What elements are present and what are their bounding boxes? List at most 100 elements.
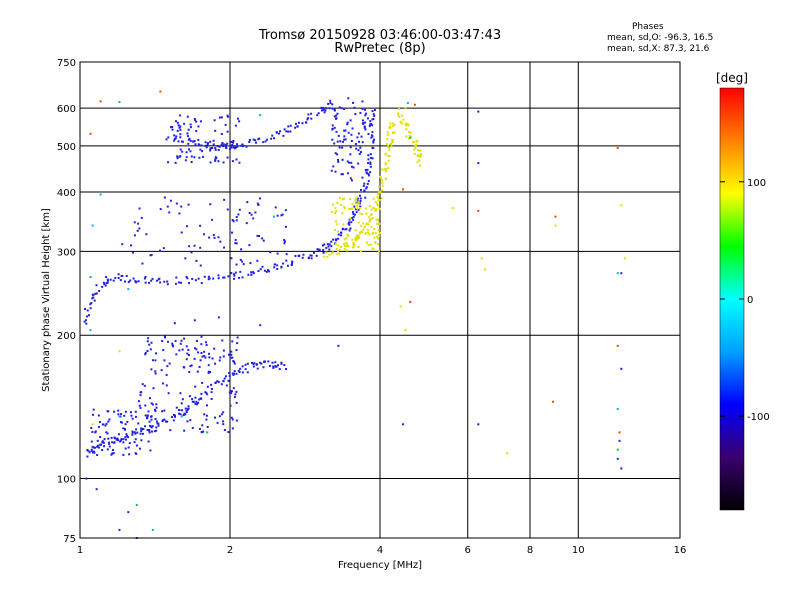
data-point xyxy=(176,121,179,124)
data-point xyxy=(162,247,165,250)
data-point xyxy=(359,111,362,114)
data-point xyxy=(153,408,156,411)
data-point xyxy=(357,149,360,152)
data-point xyxy=(84,319,87,322)
data-point xyxy=(377,196,380,199)
data-point xyxy=(351,238,354,241)
data-point xyxy=(197,277,200,280)
data-point xyxy=(224,375,227,378)
data-point xyxy=(272,215,275,218)
data-point xyxy=(220,116,223,119)
data-point xyxy=(163,335,166,338)
data-point xyxy=(194,143,197,146)
data-point xyxy=(390,145,393,148)
data-point xyxy=(240,144,243,147)
data-point xyxy=(226,114,229,117)
data-point xyxy=(181,398,184,401)
data-point xyxy=(331,138,334,141)
data-point xyxy=(359,188,362,191)
data-point xyxy=(286,264,289,267)
data-point xyxy=(310,257,313,260)
data-point xyxy=(210,387,213,390)
data-point xyxy=(203,413,206,416)
data-point xyxy=(131,430,134,433)
data-point xyxy=(404,329,407,332)
data-point xyxy=(168,362,171,365)
data-point xyxy=(95,292,98,295)
data-point xyxy=(111,441,114,444)
data-point xyxy=(420,154,423,157)
data-point xyxy=(376,203,379,206)
data-point xyxy=(214,362,217,365)
data-point xyxy=(372,232,375,235)
data-point xyxy=(377,220,380,223)
data-point xyxy=(227,431,230,434)
data-point xyxy=(214,158,217,161)
data-point xyxy=(266,138,269,141)
data-point xyxy=(200,144,203,147)
data-point xyxy=(224,145,227,148)
data-point xyxy=(101,441,104,444)
data-point xyxy=(207,371,210,374)
data-point xyxy=(245,222,248,225)
data-point xyxy=(125,274,128,277)
data-point xyxy=(182,414,185,417)
data-point xyxy=(207,352,210,355)
data-point xyxy=(91,431,94,434)
data-point xyxy=(169,126,172,129)
data-point xyxy=(89,307,92,310)
data-point xyxy=(343,129,346,132)
data-point xyxy=(369,165,372,168)
data-point xyxy=(101,285,104,288)
data-point xyxy=(131,433,134,436)
data-point xyxy=(229,144,232,147)
data-point xyxy=(217,148,220,151)
data-point xyxy=(193,118,196,121)
data-point xyxy=(326,255,329,258)
data-point xyxy=(333,108,336,111)
data-point xyxy=(203,350,206,353)
data-point xyxy=(368,216,371,219)
data-point xyxy=(230,146,233,149)
data-point xyxy=(368,125,371,128)
data-point xyxy=(91,413,94,416)
data-point xyxy=(241,145,244,148)
data-point xyxy=(252,365,255,368)
data-point xyxy=(197,138,200,141)
data-point xyxy=(190,155,193,158)
data-point xyxy=(166,205,169,208)
data-point xyxy=(289,124,292,127)
data-point xyxy=(122,438,125,441)
data-point xyxy=(119,279,122,282)
data-point xyxy=(99,193,102,196)
data-point xyxy=(343,238,346,241)
data-point xyxy=(138,207,141,210)
data-point xyxy=(228,353,231,356)
data-point xyxy=(178,212,181,215)
data-point xyxy=(235,263,238,266)
data-point xyxy=(274,361,277,364)
data-point xyxy=(269,364,272,367)
data-point xyxy=(399,120,402,123)
data-point xyxy=(284,209,287,212)
data-point xyxy=(327,102,330,105)
data-point xyxy=(124,428,127,431)
data-point xyxy=(343,248,346,251)
data-point xyxy=(195,259,198,262)
data-point xyxy=(179,281,182,284)
data-point xyxy=(210,391,213,394)
data-point xyxy=(393,123,396,126)
data-point xyxy=(209,147,212,150)
data-point xyxy=(616,407,619,410)
data-point xyxy=(273,266,276,269)
data-point xyxy=(232,387,235,390)
data-point xyxy=(255,141,258,144)
data-point xyxy=(214,148,217,151)
data-point xyxy=(331,251,334,254)
data-point xyxy=(137,222,140,225)
data-point xyxy=(343,207,346,210)
data-point xyxy=(94,292,97,295)
data-point xyxy=(155,420,158,423)
data-point xyxy=(349,146,352,149)
data-point xyxy=(354,236,357,239)
